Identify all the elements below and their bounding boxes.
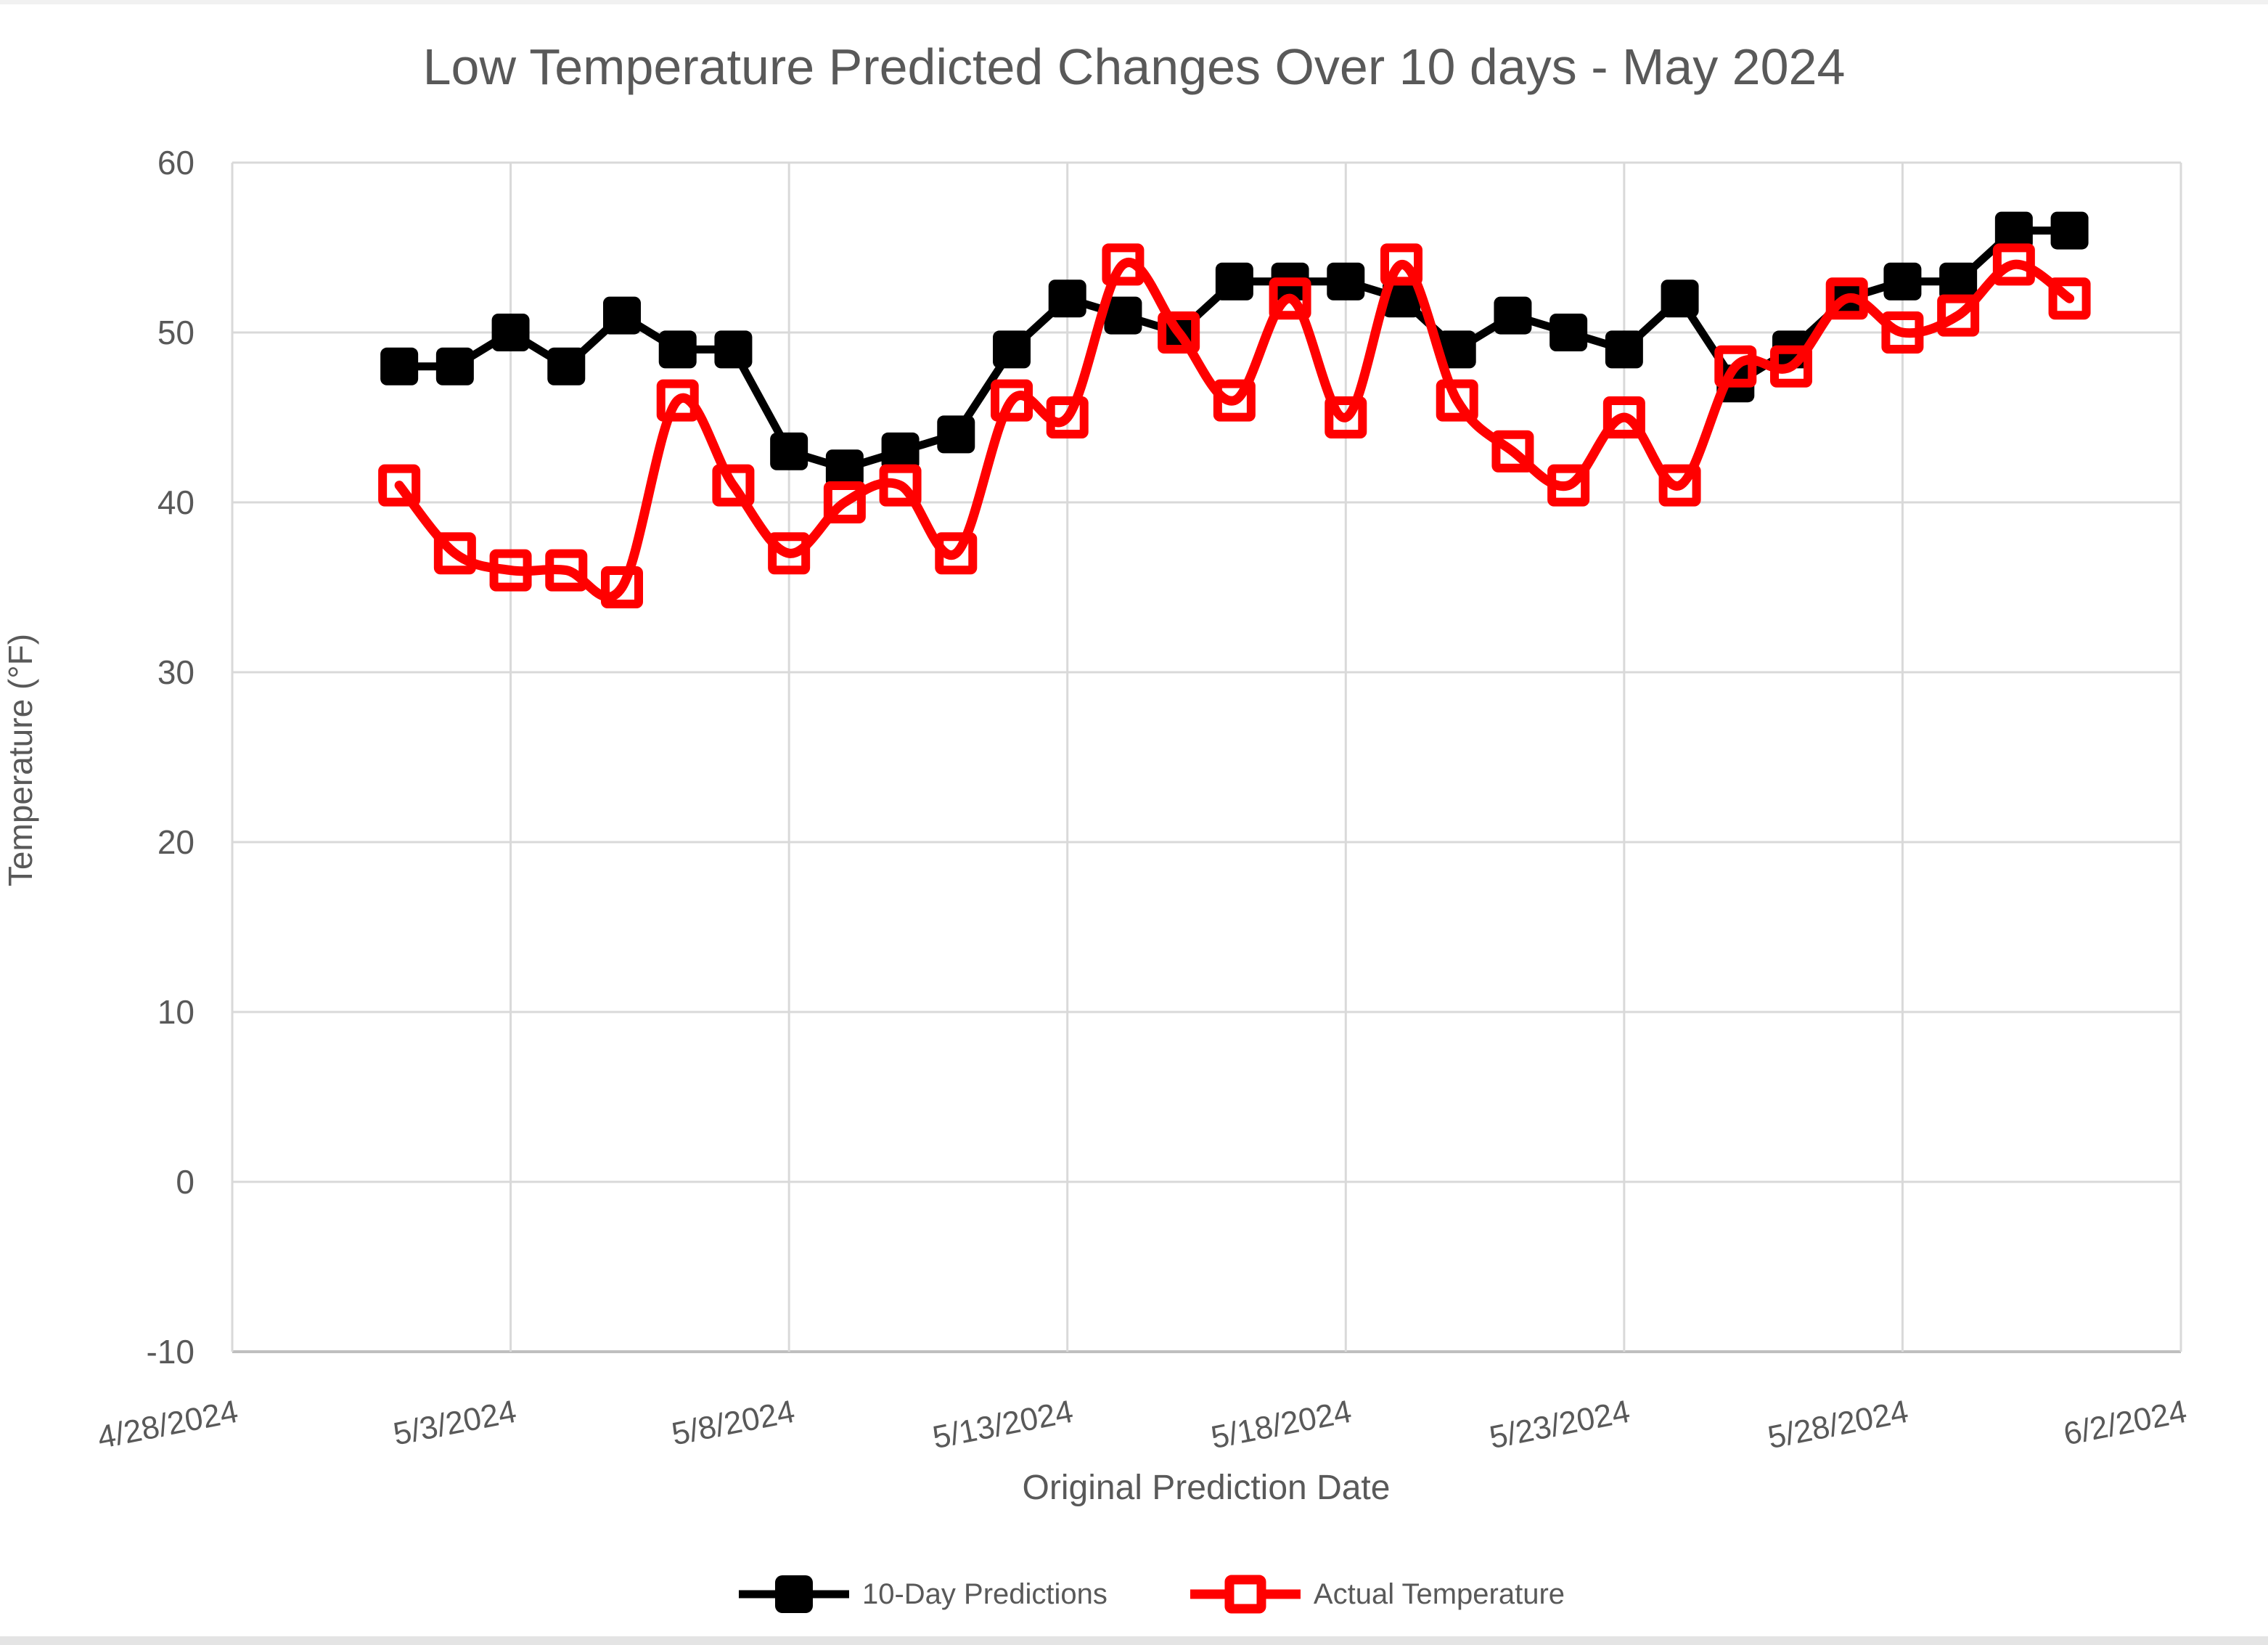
data-point-marker — [1158, 311, 1200, 354]
y-tick-label: 50 — [157, 314, 195, 351]
data-point-marker — [489, 549, 532, 592]
data-point-marker — [433, 532, 476, 575]
x-axis-title: Original Prediction Date — [1022, 1469, 1391, 1507]
legend-label: 10-Day Predictions — [861, 1577, 1108, 1610]
data-point-marker — [1491, 430, 1534, 473]
data-point-marker — [825, 449, 864, 488]
data-point-marker — [1438, 330, 1476, 369]
data-point-marker — [1380, 243, 1422, 286]
y-tick-label: 40 — [157, 483, 195, 521]
data-point-marker — [1658, 464, 1701, 507]
data-point-marker — [378, 464, 421, 507]
y-tick-label: -10 — [147, 1333, 195, 1371]
data-point-marker — [656, 379, 699, 422]
data-point-marker — [1602, 396, 1645, 438]
data-point-marker — [879, 464, 922, 507]
data-point-marker — [601, 566, 643, 608]
y-tick-label: 0 — [176, 1163, 195, 1201]
data-point-marker — [1327, 262, 1365, 301]
data-point-marker — [1770, 345, 1812, 388]
y-tick-labels: 60 50 40 30 20 10 0 -10 — [147, 144, 195, 1371]
data-point-marker — [1048, 279, 1086, 318]
data-point-marker — [768, 532, 811, 575]
data-point-marker — [1825, 277, 1868, 320]
data-point-marker — [1436, 379, 1478, 422]
x-tick-label: 5/13/2024 — [930, 1394, 1076, 1456]
series-ten-day-predictions — [380, 211, 2089, 488]
data-point-marker — [491, 314, 530, 351]
gridlines — [231, 161, 2182, 1353]
x-tick-label: 5/23/2024 — [1486, 1394, 1633, 1456]
data-point-marker — [1325, 396, 1367, 438]
open-square-marker-icon — [1190, 1575, 1301, 1614]
legend-entry-actual: Actual Temperature — [1187, 1574, 1565, 1615]
data-point-marker — [1992, 243, 2035, 286]
legend-label: Actual Temperature — [1313, 1577, 1565, 1610]
x-tick-label: 5/3/2024 — [390, 1394, 519, 1453]
x-tick-label: 5/18/2024 — [1208, 1394, 1355, 1456]
window-edge-top — [0, 0, 2268, 4]
data-point-marker — [1883, 262, 1922, 301]
x-tick-label: 5/28/2024 — [1765, 1394, 1912, 1456]
data-point-marker — [881, 432, 920, 470]
series-actual-temperature — [378, 243, 2091, 608]
data-point-marker — [937, 415, 975, 454]
data-point-marker — [770, 432, 808, 470]
data-point-marker — [935, 532, 978, 575]
x-tick-label: 6/2/2024 — [2060, 1394, 2189, 1453]
y-tick-label: 30 — [157, 653, 195, 691]
data-point-marker — [1994, 211, 2033, 250]
y-tick-label: 20 — [157, 823, 195, 861]
data-point-marker — [1102, 243, 1145, 286]
data-point-marker — [1661, 279, 1699, 318]
x-tick-label: 4/28/2024 — [94, 1394, 241, 1456]
data-point-marker — [993, 330, 1031, 369]
chart-title: Low Temperature Predicted Changes Over 1… — [422, 38, 1846, 95]
x-tick-label: 5/8/2024 — [669, 1394, 798, 1453]
data-point-marker — [545, 549, 588, 592]
data-point-marker — [823, 481, 866, 523]
data-point-marker — [1714, 345, 1757, 388]
data-point-marker — [2050, 211, 2089, 250]
data-point-marker — [658, 330, 697, 369]
data-point-marker — [1269, 277, 1311, 320]
data-point-marker — [547, 347, 586, 385]
data-point-marker — [1046, 396, 1089, 438]
data-point-marker — [1549, 314, 1588, 351]
series-line — [394, 258, 2075, 602]
data-point-marker — [1213, 379, 1256, 422]
data-point-marker — [1215, 262, 1253, 301]
data-point-marker — [603, 296, 641, 335]
data-point-marker — [1494, 296, 1532, 335]
y-tick-label: 60 — [157, 144, 195, 181]
filled-square-marker-icon — [738, 1575, 849, 1613]
data-point-marker — [435, 347, 474, 385]
legend: 10-Day Predictions Actual Temperature — [736, 1574, 1565, 1615]
data-point-marker — [1104, 296, 1142, 335]
y-tick-label: 10 — [157, 993, 195, 1031]
data-point-marker — [2048, 277, 2091, 320]
data-point-marker — [1547, 464, 1590, 507]
data-point-marker — [380, 347, 419, 385]
data-point-marker — [1939, 262, 1978, 301]
legend-entry-predictions: 10-Day Predictions — [736, 1574, 1108, 1615]
data-point-marker — [714, 330, 753, 369]
data-point-marker — [712, 464, 755, 507]
data-point-marker — [1605, 330, 1643, 369]
data-point-marker — [991, 379, 1033, 422]
x-tick-labels: 4/28/2024 5/3/2024 5/8/2024 5/13/2024 5/18/2… — [94, 1394, 2190, 1456]
data-point-marker — [1881, 311, 1924, 354]
data-point-marker — [1937, 294, 1980, 337]
window-edge-bottom — [0, 1636, 2268, 1645]
